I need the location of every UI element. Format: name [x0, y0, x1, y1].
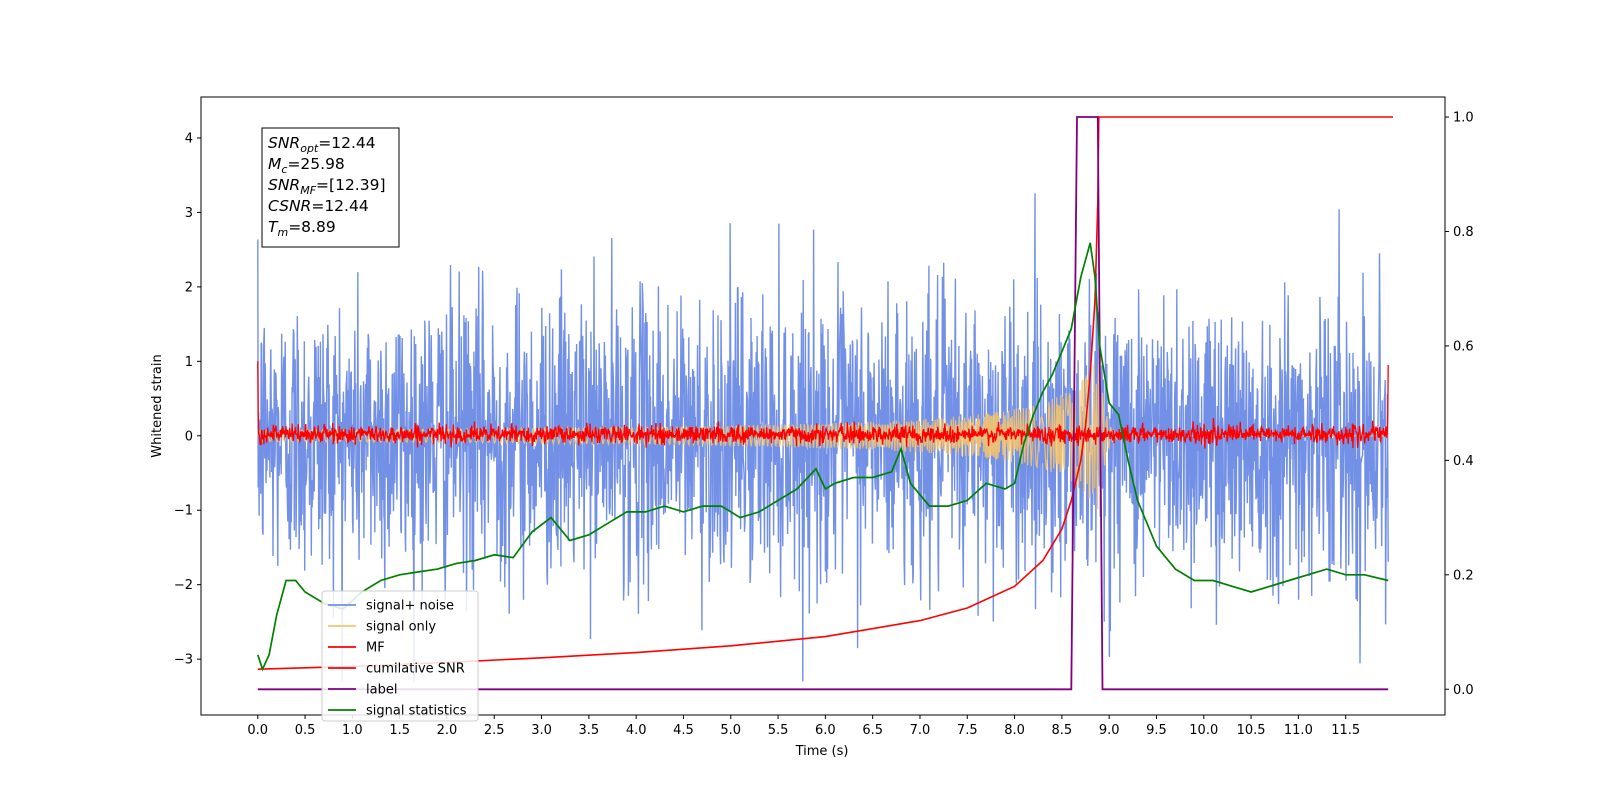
y2-tick-label: 0.0 [1453, 683, 1474, 698]
y-axis-left: −3 −2 −1 0 1 2 3 4 [174, 131, 201, 668]
series-cumilative-snr [257, 116, 1393, 670]
y-axis-right: 0.0 0.2 0.4 0.6 0.8 1.0 [1445, 111, 1474, 698]
y2-tick-label: 0.2 [1453, 568, 1474, 583]
legend-frame [321, 590, 479, 722]
y-tick-label: −3 [174, 653, 193, 668]
series-layer [256, 116, 1393, 691]
x-tick-label: 1.0 [342, 723, 363, 738]
x-tick-label: 8.0 [1004, 723, 1025, 738]
x-tick-label: 4.0 [626, 723, 647, 738]
y2-tick-label: 1.0 [1453, 111, 1474, 126]
x-axis: 0.0 0.5 1.0 1.5 2.0 2.5 3.0 3.5 4.0 4.5 5.0 5.5 6.0 6… [247, 715, 1360, 738]
x-tick-label: 3.5 [579, 723, 600, 738]
stats-annotation-line: CSNR=12.44 [268, 197, 369, 215]
stats-annotation-line: Mc=25.98 [268, 155, 345, 176]
stats-annotation-frame [261, 127, 400, 248]
y-tick-label: −2 [174, 578, 193, 593]
x-tick-label: 6.5 [862, 723, 883, 738]
x-axis-label: Time (s) [795, 744, 849, 759]
x-tick-label: 5.5 [768, 723, 789, 738]
series-label [257, 116, 1389, 691]
y-tick-label: 2 [185, 280, 193, 295]
x-tick-label: 9.0 [1099, 723, 1120, 738]
stats-annotation-line: SNRMF=[12.39] [268, 176, 386, 197]
x-tick-label: 6.0 [815, 723, 836, 738]
y-axis-label: Whitened strain [150, 354, 165, 457]
plot-frame [200, 96, 1446, 716]
x-tick-label: 7.0 [910, 723, 931, 738]
x-tick-label: 8.5 [1052, 723, 1073, 738]
x-tick-label: 11.0 [1284, 723, 1313, 738]
legend-label-signal-noise: signal+ noise [366, 599, 454, 614]
x-tick-label: 11.5 [1331, 723, 1360, 738]
legend-label-signal-statistics: signal statistics [366, 704, 467, 719]
x-tick-label: 9.5 [1146, 723, 1167, 738]
x-tick-label: 5.0 [720, 723, 741, 738]
x-tick-label: 2.5 [484, 723, 505, 738]
legend-label-cumilative-snr: cumilative SNR [366, 662, 465, 677]
series-mf [257, 361, 1389, 449]
x-tick-label: 0.0 [247, 723, 268, 738]
y-tick-label: 1 [185, 355, 193, 370]
legend: signal+ noise signal only MF cumilative SNR… [321, 590, 479, 722]
x-tick-label: 2.0 [437, 723, 458, 738]
y-tick-label: 0 [185, 429, 193, 444]
x-tick-label: 3.0 [531, 723, 552, 738]
x-tick-label: 10.0 [1189, 723, 1218, 738]
stats-annotation-line: SNRopt=12.44 [268, 134, 376, 155]
x-tick-label: 7.5 [957, 723, 978, 738]
series-signal-statistics [256, 242, 1389, 672]
legend-label-label: label [366, 683, 397, 698]
x-tick-label: 1.5 [389, 723, 410, 738]
y-tick-label: 4 [185, 131, 193, 146]
y2-tick-label: 0.4 [1453, 454, 1474, 469]
y2-tick-label: 0.8 [1453, 225, 1474, 240]
y-tick-label: 3 [185, 206, 193, 221]
stats-annotation-box: SNRopt=12.44Mc=25.98SNRMF=[12.39]CSNR=12… [261, 127, 400, 248]
x-tick-label: 10.5 [1237, 723, 1266, 738]
legend-label-mf: MF [366, 641, 385, 656]
x-tick-label: 4.5 [673, 723, 694, 738]
legend-label-signal-only: signal only [366, 620, 436, 635]
y2-tick-label: 0.6 [1453, 339, 1474, 354]
stats-annotation-line: Tm=8.89 [268, 218, 336, 239]
x-tick-label: 0.5 [295, 723, 316, 738]
y-tick-label: −1 [174, 504, 193, 519]
